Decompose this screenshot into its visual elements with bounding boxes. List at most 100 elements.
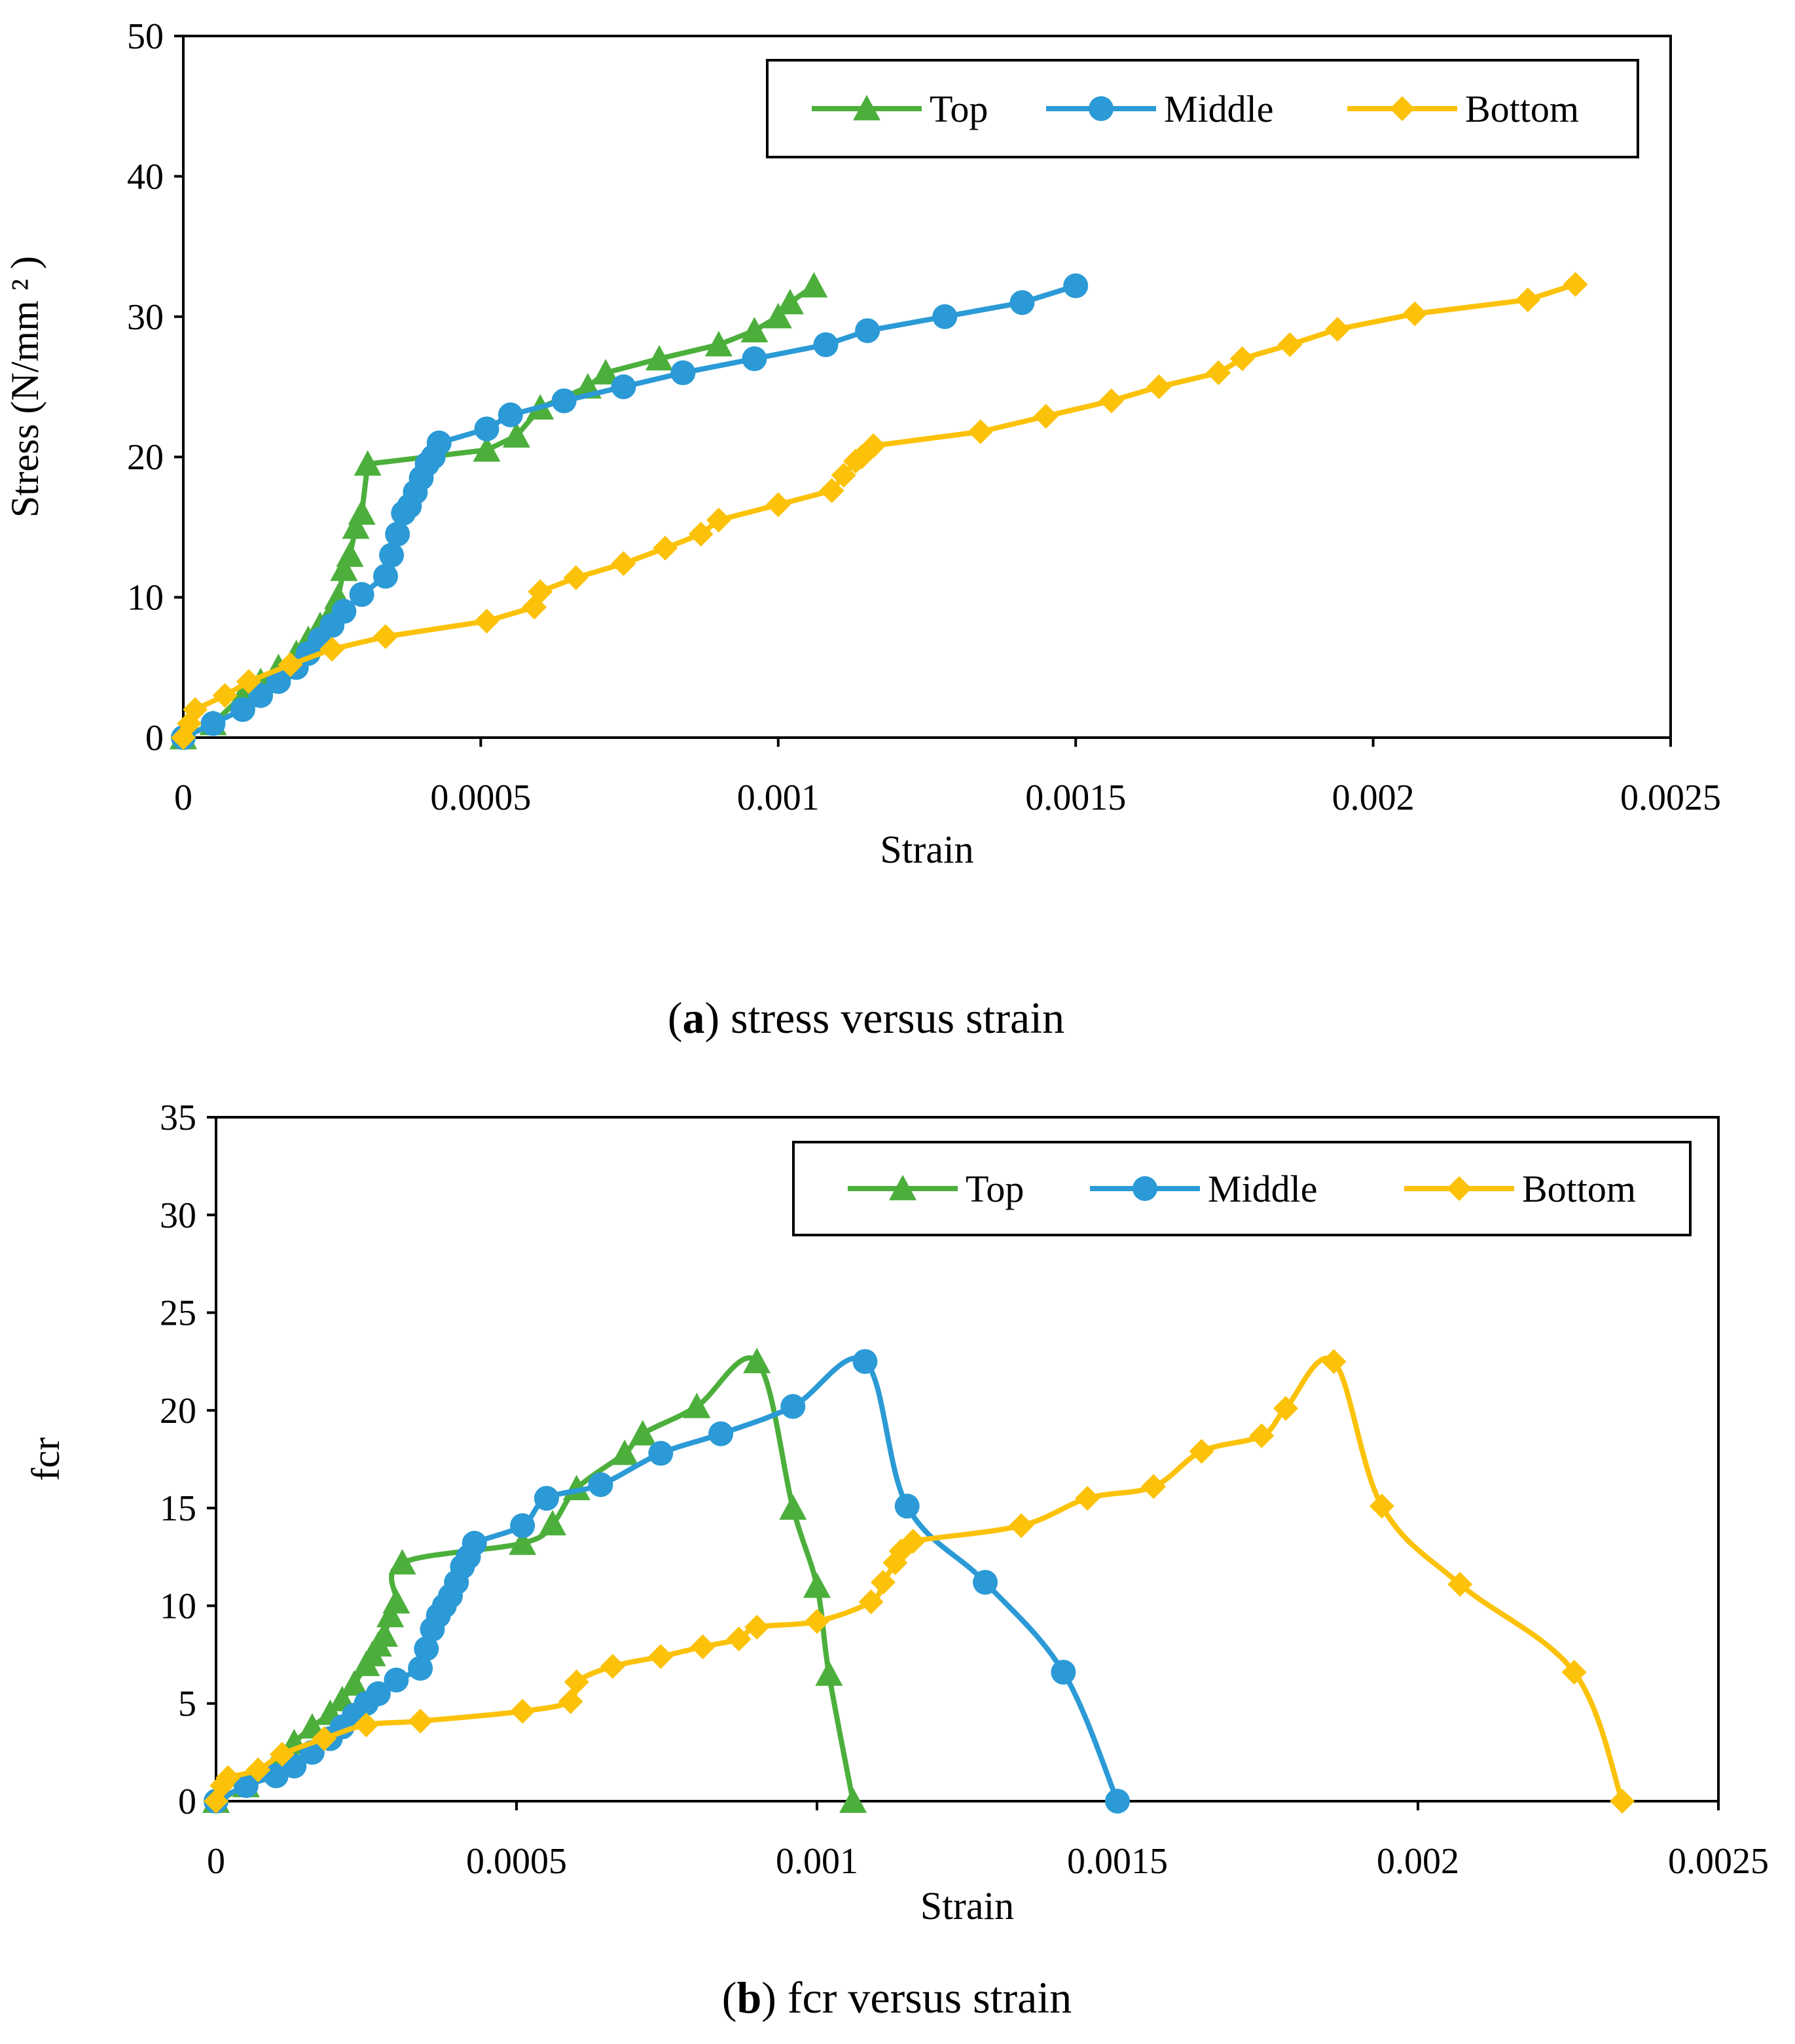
y-tick-label: 25 [160, 1293, 196, 1334]
data-point-middle [852, 1349, 878, 1374]
legend-label-middle: Middle [1164, 88, 1274, 130]
data-point-top [683, 1392, 711, 1418]
data-point-top [628, 1420, 657, 1446]
data-point-top [330, 555, 358, 581]
data-point-bottom [1146, 374, 1172, 399]
data-point-middle [1063, 273, 1089, 298]
data-point-bottom [765, 492, 791, 518]
data-point-bottom [1515, 287, 1540, 313]
y-tick-label: 20 [160, 1391, 196, 1431]
data-point-middle [248, 683, 274, 708]
y-tick-label: 15 [160, 1488, 196, 1529]
legend-marker-middle [1133, 1176, 1157, 1201]
data-point-middle [379, 543, 405, 568]
data-point-bottom [706, 507, 731, 533]
legend-marker-bottom [1390, 96, 1415, 121]
data-point-bottom [805, 1609, 829, 1634]
x-tick-label: 0.0025 [1668, 1841, 1769, 1882]
data-point-middle [385, 522, 410, 547]
data-point-top [382, 1588, 410, 1614]
data-point-bottom [688, 522, 714, 547]
data-point-middle [588, 1472, 613, 1497]
legend: Top Middle Bottom [766, 59, 1639, 158]
data-point-bottom [600, 1653, 625, 1679]
data-point-top [342, 513, 370, 539]
data-point-top [779, 1494, 807, 1520]
legend: Top Middle Bottom [792, 1141, 1692, 1236]
data-point-top [376, 1602, 405, 1628]
data-point-middle [813, 332, 839, 357]
data-point-top [592, 359, 620, 385]
data-point-bottom [245, 1757, 271, 1783]
data-point-middle [384, 1667, 409, 1693]
x-axis-label: Strain [920, 1884, 1014, 1927]
data-point-top [509, 1529, 537, 1555]
data-point-top [348, 499, 376, 525]
legend-marker-bottom [1447, 1176, 1472, 1201]
y-tick-label: 10 [160, 1586, 196, 1626]
data-point-bottom [183, 697, 208, 723]
series-middle [171, 273, 1089, 750]
data-point-middle [611, 374, 636, 399]
data-point-bottom [1249, 1423, 1275, 1448]
data-point-top [764, 302, 792, 329]
data-point-middle [372, 564, 398, 589]
x-tick-label: 0.001 [776, 1841, 858, 1882]
data-point-middle [742, 346, 767, 372]
data-point-bottom [510, 1698, 535, 1724]
data-point-top [704, 331, 733, 357]
data-point-middle [1009, 290, 1035, 315]
legend-label-bottom: Bottom [1522, 1168, 1636, 1210]
data-point-bottom [1075, 1486, 1100, 1511]
data-point-bottom [1561, 1659, 1587, 1685]
data-point-bottom [819, 478, 844, 503]
x-tick-label: 0 [207, 1841, 225, 1882]
legend-marker-top [853, 95, 880, 120]
data-point-middle [462, 1530, 487, 1556]
caption-b: (b) fcr versus strain [722, 1973, 1072, 2022]
data-point-bottom [648, 1644, 674, 1670]
y-tick-label: 20 [127, 437, 164, 478]
data-point-middle [534, 1486, 559, 1511]
data-point-top [611, 1439, 639, 1465]
data-point-middle [233, 1773, 259, 1799]
data-point-middle [510, 1513, 535, 1539]
legend-label-top: Top [966, 1168, 1024, 1210]
data-point-bottom [528, 579, 553, 605]
data-point-bottom [1369, 1494, 1394, 1519]
data-point-bottom [1033, 404, 1059, 429]
data-point-bottom [319, 636, 345, 662]
data-point-middle [551, 388, 577, 414]
data-point-bottom [564, 1669, 589, 1694]
data-point-middle [498, 402, 523, 427]
data-point-bottom [1321, 1349, 1347, 1374]
data-point-bottom [1009, 1513, 1034, 1539]
y-tick-label: 0 [178, 1782, 196, 1822]
data-point-bottom [1277, 332, 1303, 357]
data-point-bottom [563, 565, 589, 590]
data-point-middle [1051, 1659, 1076, 1685]
data-point-top [371, 1621, 399, 1647]
data-point-middle [780, 1393, 806, 1419]
y-tick-label: 10 [127, 578, 164, 619]
data-point-middle [708, 1421, 734, 1446]
data-point-bottom [474, 609, 499, 634]
data-point-bottom [269, 1742, 295, 1767]
y-tick-label: 35 [160, 1098, 196, 1138]
data-point-middle [408, 1655, 433, 1681]
data-point-bottom [236, 669, 261, 694]
data-point-top [645, 345, 674, 370]
x-tick-label: 0.001 [737, 778, 820, 818]
data-point-bottom [558, 1689, 583, 1714]
data-point-middle [349, 582, 374, 607]
data-point-middle [1105, 1789, 1130, 1814]
data-point-middle [331, 599, 357, 624]
data-point-bottom [858, 1589, 884, 1615]
data-point-bottom [968, 419, 993, 444]
data-point-middle [414, 1636, 439, 1662]
data-point-top [388, 1549, 416, 1575]
y-tick-label: 30 [160, 1195, 196, 1236]
series-middle [204, 1349, 1130, 1814]
data-point-top [800, 272, 828, 298]
